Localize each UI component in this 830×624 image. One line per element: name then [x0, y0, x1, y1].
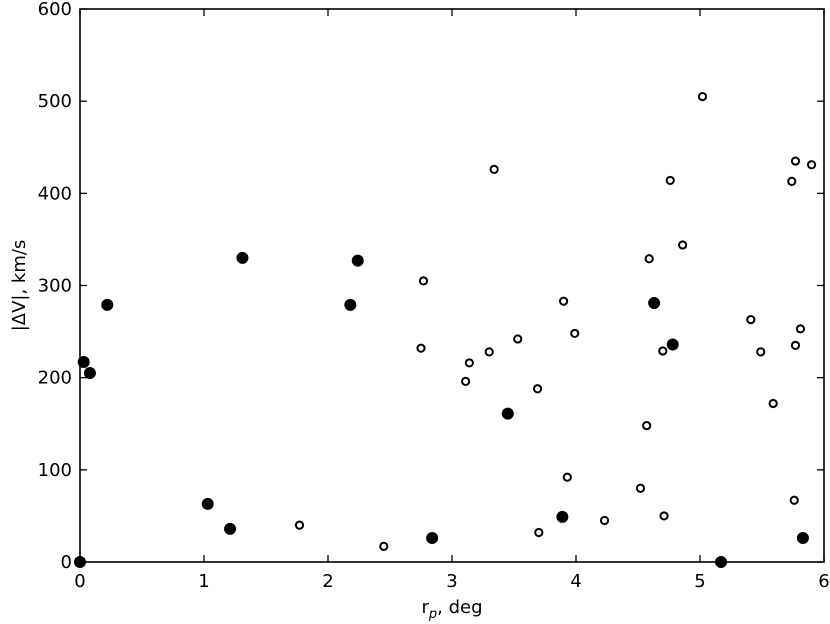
filled-data-point — [556, 510, 569, 523]
open-data-point — [379, 541, 389, 551]
filled-data-point — [201, 497, 214, 510]
x-tick-label: 3 — [446, 571, 457, 592]
x-axis-label-rest: , deg — [437, 597, 482, 618]
open-data-point — [795, 324, 806, 334]
y-tick-label: 600 — [38, 0, 72, 20]
open-data-point — [484, 347, 494, 357]
filled-data-point — [351, 254, 364, 267]
open-data-point — [562, 472, 572, 482]
open-data-point — [464, 358, 474, 368]
y-tick-label: 300 — [38, 276, 72, 297]
open-data-point — [599, 515, 610, 526]
open-data-point — [787, 176, 797, 186]
filled-data-point — [796, 532, 809, 545]
open-data-point — [644, 254, 654, 264]
y-tick-labels: 0 100 200 300 400 500 600 — [38, 0, 72, 573]
open-data-point — [294, 520, 305, 530]
y-tick-label: 200 — [38, 368, 72, 389]
filled-data-point — [101, 298, 114, 311]
filled-data-point — [224, 522, 237, 535]
open-data-point — [559, 296, 569, 306]
x-axis-label-main: r — [421, 597, 429, 618]
open-data-point — [642, 420, 652, 431]
filled-data-point — [426, 532, 439, 545]
x-tick-label: 4 — [570, 571, 581, 592]
x-axis-label: rp, deg — [421, 597, 482, 622]
x-tick-label: 2 — [322, 571, 333, 592]
open-data-point — [678, 240, 688, 250]
filled-data-point — [236, 251, 249, 264]
open-data-point — [756, 347, 766, 357]
open-data-point — [461, 376, 471, 386]
open-data-point — [807, 160, 817, 170]
open-data-point — [635, 483, 646, 493]
x-tick-label: 1 — [198, 571, 209, 592]
filled-data-point — [648, 297, 661, 310]
open-data-point — [790, 340, 801, 351]
filled-data-point — [344, 298, 357, 311]
x-axis-label-sub: p — [428, 607, 437, 622]
open-data-point — [489, 164, 499, 174]
open-data-point — [532, 384, 543, 394]
data-points — [74, 91, 817, 568]
open-data-point — [659, 511, 669, 521]
open-data-point — [658, 346, 668, 356]
x-tick-labels: 0 1 2 3 4 5 6 — [74, 571, 829, 592]
open-data-point — [570, 328, 580, 339]
open-data-point — [418, 276, 429, 286]
filled-data-point — [501, 407, 514, 420]
y-tick-label: 100 — [38, 460, 72, 481]
plot-frame — [79, 8, 825, 563]
axis-ticks — [79, 8, 825, 563]
open-data-point — [697, 91, 708, 102]
open-data-point — [768, 398, 778, 409]
open-data-point — [416, 343, 426, 353]
open-data-point — [513, 334, 523, 344]
y-axis-label: |ΔV|, km/s — [9, 240, 30, 332]
open-data-point — [534, 527, 544, 538]
open-data-point — [665, 175, 675, 186]
y-tick-label: 0 — [61, 552, 72, 573]
x-tick-label: 0 — [74, 571, 85, 592]
open-data-point — [790, 156, 801, 166]
open-data-point — [789, 495, 799, 505]
filled-data-point — [83, 367, 96, 380]
filled-data-point — [666, 338, 679, 351]
open-data-point — [746, 315, 756, 325]
filled-data-point — [77, 355, 90, 368]
y-tick-label: 500 — [38, 91, 72, 112]
y-tick-label: 400 — [38, 183, 72, 204]
x-tick-label: 5 — [694, 571, 705, 592]
x-tick-label: 6 — [818, 571, 829, 592]
